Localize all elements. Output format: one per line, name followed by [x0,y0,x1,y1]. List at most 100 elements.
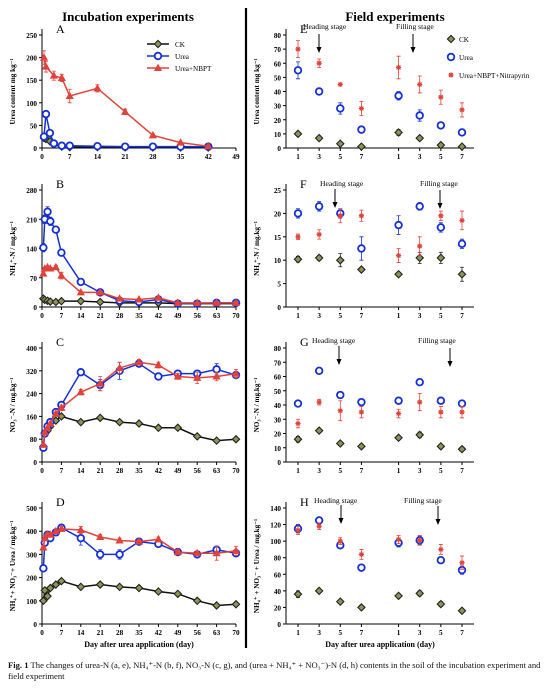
series-line [42,526,237,569]
data-point [212,548,221,557]
y-tick-label: 0 [277,145,281,153]
data-point [415,111,424,120]
data-point [358,105,365,112]
y-tick-label: 400 [26,345,37,353]
series-ck [293,586,467,616]
data-point [134,419,144,428]
data-point [436,599,446,609]
y-tick-label: 10 [274,445,282,453]
data-point [212,601,221,610]
data-point [358,551,365,557]
data-point [204,141,213,150]
data-point [231,369,241,377]
data-point [134,357,144,366]
data-point [115,536,124,544]
x-tick-label: 21 [97,629,105,637]
data-point [173,589,183,599]
x-tick-label: 3 [418,467,422,475]
series-urea-nbpt-nitrapyrin [295,393,465,429]
x-tick-label: 5 [439,312,443,320]
y-tick-label: 60 [274,60,282,68]
x-tick-label: 1 [296,312,300,320]
x-tick-label: 70 [232,312,240,320]
data-point [358,409,365,415]
series-urea [293,61,467,137]
data-point [395,64,402,71]
data-point [148,142,158,151]
data-point [293,66,303,75]
y-tick-label: 15 [274,234,282,242]
x-tick-label: 1 [397,467,401,475]
data-point [394,591,403,601]
x-tick-label: 7 [68,153,72,161]
data-point [293,434,303,444]
data-point [154,293,163,301]
data-point [415,133,425,143]
data-point [357,397,366,407]
y-tick-label: 100 [26,100,37,108]
y-tick-label: 70 [30,275,38,283]
data-point [295,46,301,52]
data-point [134,537,144,545]
data-point [46,264,55,272]
y-tick-label: 20 [274,431,282,439]
data-point [417,81,423,88]
x-tick-label: 35 [135,312,143,320]
x-tick-label: 7 [460,629,464,637]
panel-c: 0 80 160 240 320 400 0 7 14 21 28 35 42 49 56 63 70 C NO₃⁻… [9,335,241,475]
legend-marker [446,34,456,44]
data-point [436,140,446,150]
data-point [45,583,55,593]
panel-label: C [56,335,64,349]
data-point [337,213,343,219]
series-urea-nbpt [39,50,213,150]
data-point [394,396,403,405]
data-point [115,550,124,559]
data-point [337,408,343,414]
data-point [417,243,423,249]
data-point [438,213,444,219]
stage-annotation: Heading stage [314,496,358,505]
y-tick-label: 30 [274,416,282,424]
x-tick-label: 49 [232,153,240,161]
data-point [173,372,182,380]
data-point [39,269,48,277]
data-point [457,399,467,408]
x-tick-label: 21 [97,467,105,475]
series-urea-nbpt [39,262,241,306]
stage-annotation: Heading stage [312,336,356,345]
stage-annotation: Filling stage [418,336,456,345]
legend-label: Urea+NBPT+Nitrapyrin [459,72,530,80]
data-point [192,431,202,441]
series-line [42,361,237,445]
data-point [39,243,48,252]
y-tick-label: 150 [26,77,37,85]
data-point [415,253,425,263]
data-point [316,523,322,529]
data-point [459,409,465,415]
stage-annotation: Filling stage [404,496,442,505]
data-point [438,94,444,100]
data-point [436,556,446,565]
data-point [295,234,301,240]
y-tick-label: 140 [270,505,281,513]
data-point [154,360,163,369]
data-point [335,597,345,607]
series-ck [293,128,467,151]
y-tick-label: 25 [274,187,282,195]
stage-arrowhead [336,359,342,365]
x-tick-label: 70 [232,629,240,637]
series-line [42,362,237,448]
data-point [457,128,467,137]
data-point [212,372,221,380]
x-tick-label: 35 [135,467,143,475]
data-point [95,580,105,589]
y-tick-label: 160 [26,413,37,421]
data-point [293,129,303,139]
y-tick-label: 0 [277,459,281,467]
data-point [395,252,402,259]
stage-annotation: Filling stage [420,179,458,188]
data-point [212,365,221,374]
data-point [51,225,61,234]
panel-label: F [300,177,307,191]
